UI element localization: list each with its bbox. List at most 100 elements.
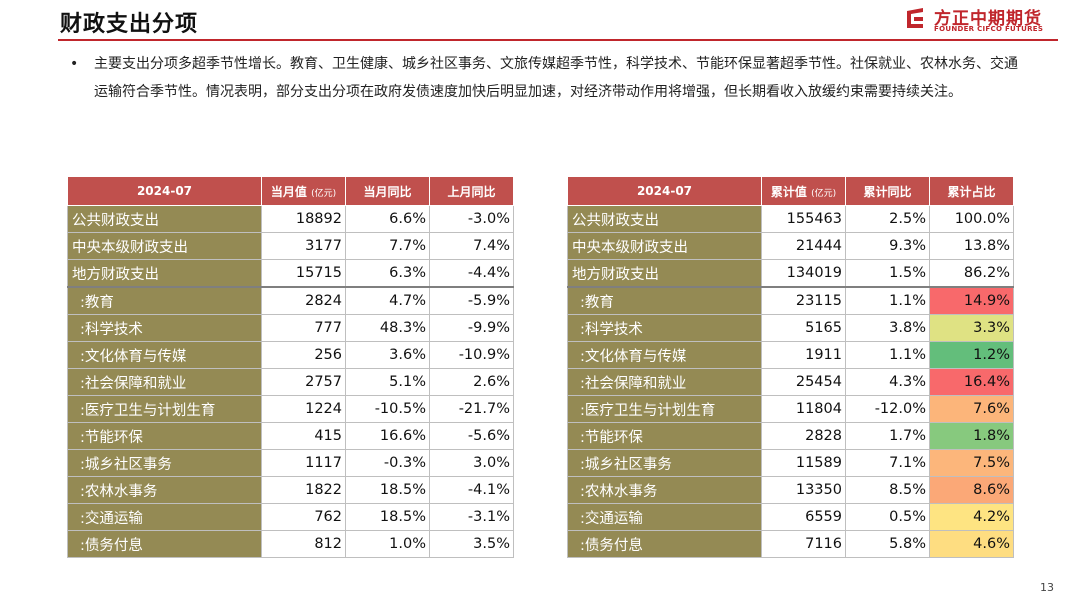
row-label-cell: :交通运输 <box>567 503 762 531</box>
column-header-label: 累计值 <box>770 184 807 199</box>
row-label-cell: :社会保障和就业 <box>567 368 762 396</box>
column-header: 累计同比 <box>845 176 930 206</box>
table-row: :债务付息 7116 5.8% 4.6% <box>567 530 1014 558</box>
value-cell: 1117 <box>261 449 346 477</box>
value-cell: 2757 <box>261 368 346 396</box>
table-row: 中央本级财政支出 3177 7.7% 7.4% <box>67 232 514 260</box>
row-label-cell: :债务付息 <box>67 530 262 558</box>
table-row: :科学技术 5165 3.8% 3.3% <box>567 314 1014 342</box>
column-header-label: 累计同比 <box>863 184 912 199</box>
value-cell: 8.5% <box>845 476 930 504</box>
column-header: 当月同比 <box>345 176 430 206</box>
value-cell: 7.7% <box>345 232 430 260</box>
value-cell: 11804 <box>761 395 846 423</box>
table-row: 地方财政支出 134019 1.5% 86.2% <box>567 259 1014 288</box>
column-header: 当月值 (亿元) <box>261 176 346 206</box>
row-label-cell: :文化体育与传媒 <box>67 341 262 369</box>
value-cell: 134019 <box>761 259 846 288</box>
column-header-unit: (亿元) <box>811 188 837 199</box>
value-cell: 1.1% <box>845 286 930 315</box>
table-row: 中央本级财政支出 21444 9.3% 13.8% <box>567 232 1014 260</box>
table-row: :文化体育与传媒 256 3.6% -10.9% <box>67 341 514 369</box>
value-cell: 7.6% <box>929 395 1014 423</box>
logo-text-cn: 方正中期期货 <box>934 9 1042 29</box>
table-header-row: 2024-07 累计值 (亿元) 累计同比 累计占比 <box>567 176 1014 206</box>
column-header: 2024-07 <box>67 176 262 206</box>
value-cell: 48.3% <box>345 314 430 342</box>
row-label-cell: :农林水事务 <box>67 476 262 504</box>
value-cell: 1822 <box>261 476 346 504</box>
table-row: :交通运输 762 18.5% -3.1% <box>67 503 514 531</box>
row-label-cell: :城乡社区事务 <box>67 449 262 477</box>
column-header-label: 当月值 <box>270 184 307 199</box>
column-header: 2024-07 <box>567 176 762 206</box>
row-label-cell: :科学技术 <box>67 314 262 342</box>
row-label-cell: :教育 <box>567 286 762 315</box>
value-cell: 13.8% <box>929 232 1014 260</box>
table-row: :社会保障和就业 25454 4.3% 16.4% <box>567 368 1014 396</box>
value-cell: 6559 <box>761 503 846 531</box>
value-cell: 18.5% <box>345 503 430 531</box>
table-row: 地方财政支出 15715 6.3% -4.4% <box>67 259 514 288</box>
value-cell: 256 <box>261 341 346 369</box>
title-divider <box>58 39 1058 41</box>
value-cell: 777 <box>261 314 346 342</box>
row-label-cell: 地方财政支出 <box>567 259 762 288</box>
table-header-row: 2024-07 当月值 (亿元) 当月同比 上月同比 <box>67 176 514 206</box>
table-row: 公共财政支出 18892 6.6% -3.0% <box>67 205 514 233</box>
column-header: 累计值 (亿元) <box>761 176 846 206</box>
value-cell: -10.9% <box>429 341 514 369</box>
value-cell: 3.0% <box>429 449 514 477</box>
table-row: :社会保障和就业 2757 5.1% 2.6% <box>67 368 514 396</box>
row-label-cell: :医疗卫生与计划生育 <box>567 395 762 423</box>
logo-text-en: FOUNDER CIFCO FUTURES <box>934 25 1044 33</box>
summary-text: 主要支出分项多超季节性增长。教育、卫生健康、城乡社区事务、文旅传媒超季节性，科学… <box>94 56 1018 100</box>
table-row: :医疗卫生与计划生育 1224 -10.5% -21.7% <box>67 395 514 423</box>
value-cell: 7.4% <box>429 232 514 260</box>
value-cell: -4.4% <box>429 259 514 288</box>
value-cell: -5.9% <box>429 286 514 315</box>
value-cell: -0.3% <box>345 449 430 477</box>
table-row: :城乡社区事务 11589 7.1% 7.5% <box>567 449 1014 477</box>
value-cell: 1.1% <box>845 341 930 369</box>
column-header-label: 上月同比 <box>447 184 496 199</box>
value-cell: -3.1% <box>429 503 514 531</box>
row-label-cell: 中央本级财政支出 <box>567 232 762 260</box>
value-cell: 9.3% <box>845 232 930 260</box>
row-label-cell: 地方财政支出 <box>67 259 262 288</box>
table-row: :农林水事务 1822 18.5% -4.1% <box>67 476 514 504</box>
value-cell: 100.0% <box>929 205 1014 233</box>
value-cell: 11589 <box>761 449 846 477</box>
value-cell: 7.1% <box>845 449 930 477</box>
value-cell: 155463 <box>761 205 846 233</box>
value-cell: 86.2% <box>929 259 1014 288</box>
value-cell: 1.7% <box>845 422 930 450</box>
row-label-cell: :文化体育与传媒 <box>567 341 762 369</box>
row-label-cell: :节能环保 <box>567 422 762 450</box>
value-cell: 2824 <box>261 286 346 315</box>
value-cell: 1.8% <box>929 422 1014 450</box>
row-label-cell: 中央本级财政支出 <box>67 232 262 260</box>
row-label-cell: :城乡社区事务 <box>567 449 762 477</box>
value-cell: 5.8% <box>845 530 930 558</box>
value-cell: -10.5% <box>345 395 430 423</box>
value-cell: 7.5% <box>929 449 1014 477</box>
row-label-cell: :节能环保 <box>67 422 262 450</box>
row-label-cell: 公共财政支出 <box>67 205 262 233</box>
value-cell: -12.0% <box>845 395 930 423</box>
value-cell: 5165 <box>761 314 846 342</box>
row-label-cell: :教育 <box>67 286 262 315</box>
value-cell: 2.6% <box>429 368 514 396</box>
row-label-cell: :交通运输 <box>67 503 262 531</box>
column-header: 上月同比 <box>429 176 514 206</box>
value-cell: -3.0% <box>429 205 514 233</box>
value-cell: 16.6% <box>345 422 430 450</box>
value-cell: 812 <box>261 530 346 558</box>
value-cell: -4.1% <box>429 476 514 504</box>
row-label-cell: :农林水事务 <box>567 476 762 504</box>
table-row: :科学技术 777 48.3% -9.9% <box>67 314 514 342</box>
column-header-label: 当月同比 <box>363 184 412 199</box>
monthly-expenditure-table: 2024-07 当月值 (亿元) 当月同比 上月同比 公共财政支出 18892 6.6% -… <box>67 176 514 558</box>
value-cell: 18.5% <box>345 476 430 504</box>
value-cell: -5.6% <box>429 422 514 450</box>
